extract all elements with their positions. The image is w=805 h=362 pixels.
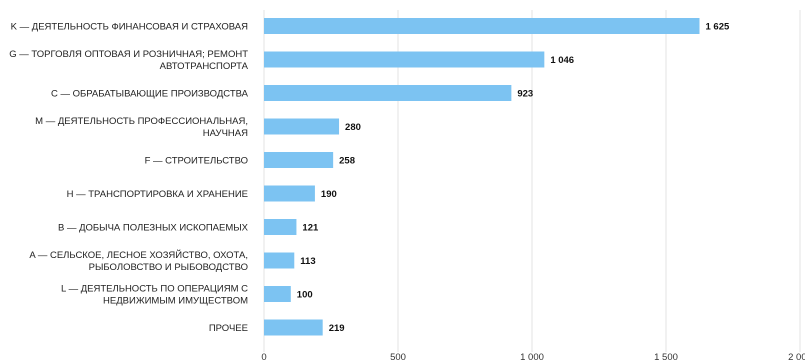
data-label: 100 bbox=[297, 290, 313, 301]
bar bbox=[264, 252, 295, 269]
x-tick-label: 1 000 bbox=[520, 352, 544, 362]
category-label: H — ТРАНСПОРТИРОВКА И ХРАНЕНИЕ bbox=[67, 189, 248, 200]
data-label: 1 046 bbox=[550, 55, 574, 66]
category-label-line: K — ДЕЯТЕЛЬНОСТЬ ФИНАНСОВАЯ И СТРАХОВАЯ bbox=[11, 22, 248, 33]
category-label-line: F — СТРОИТЕЛЬСТВО bbox=[145, 156, 248, 167]
data-label: 923 bbox=[517, 89, 533, 100]
bar bbox=[264, 85, 512, 101]
x-tick-label: 1 500 bbox=[654, 352, 678, 362]
data-label: 113 bbox=[300, 256, 315, 267]
bar bbox=[264, 219, 297, 235]
x-tick-label: 2 000 bbox=[788, 352, 805, 362]
value-labels: 1 625 1 046 923 280 258 190 121 113 100 219 bbox=[297, 22, 730, 335]
data-label: 121 bbox=[302, 223, 319, 234]
category-label-line: M — ДЕЯТЕЛЬНОСТЬ ПРОФЕССИОНАЛЬНАЯ, bbox=[35, 116, 248, 127]
bar bbox=[264, 51, 545, 68]
data-label: 258 bbox=[339, 156, 355, 167]
data-label: 280 bbox=[345, 122, 361, 133]
bar bbox=[264, 185, 315, 202]
category-labels: K — ДЕЯТЕЛЬНОСТЬ ФИНАНСОВАЯ И СТРАХОВАЯ G… bbox=[9, 22, 248, 335]
category-label: C — ОБРАБАТЫВАЮЩИЕ ПРОИЗВОДСТВА bbox=[51, 89, 249, 100]
category-label: F — СТРОИТЕЛЬСТВО bbox=[145, 156, 248, 167]
data-label: 1 625 bbox=[706, 22, 730, 33]
category-label-line: G — ТОРГОВЛЯ ОПТОВАЯ И РОЗНИЧНАЯ; РЕМОНТ bbox=[9, 49, 248, 60]
data-label: 219 bbox=[329, 323, 345, 334]
bar bbox=[264, 319, 323, 336]
category-label-line: АВТОТРАНСПОРТА bbox=[160, 61, 249, 72]
category-label-line: H — ТРАНСПОРТИРОВКА И ХРАНЕНИЕ bbox=[67, 189, 248, 200]
data-label: 190 bbox=[321, 189, 337, 200]
bar bbox=[264, 286, 291, 302]
bar bbox=[264, 118, 340, 135]
x-tick-label: 0 bbox=[261, 352, 266, 362]
category-label-line: A — СЕЛЬСКОЕ, ЛЕСНОЕ ХОЗЯЙСТВО, ОХОТА, bbox=[29, 249, 248, 261]
x-axis-ticks: 0 500 1 000 1 500 2 000 bbox=[261, 352, 805, 362]
x-tick-label: 500 bbox=[390, 352, 406, 362]
category-label: M — ДЕЯТЕЛЬНОСТЬ ПРОФЕССИОНАЛЬНАЯ, НАУЧНА… bbox=[35, 116, 248, 139]
category-label-line: НАУЧНАЯ bbox=[203, 128, 248, 139]
category-label: A — СЕЛЬСКОЕ, ЛЕСНОЕ ХОЗЯЙСТВО, ОХОТА, РЫ… bbox=[29, 249, 248, 273]
bar bbox=[264, 18, 700, 34]
category-label-line: L — ДЕЯТЕЛЬНОСТЬ ПО ОПЕРАЦИЯМ С bbox=[61, 284, 248, 295]
bar bbox=[264, 152, 334, 168]
category-label: ПРОЧЕЕ bbox=[209, 323, 248, 334]
category-label-line: НЕДВИЖИМЫМ ИМУЩЕСТВОМ bbox=[103, 296, 248, 307]
category-label: B — ДОБЫЧА ПОЛЕЗНЫХ ИСКОПАЕМЫХ bbox=[58, 223, 249, 234]
category-label: K — ДЕЯТЕЛЬНОСТЬ ФИНАНСОВАЯ И СТРАХОВАЯ bbox=[11, 22, 248, 33]
category-label-line: C — ОБРАБАТЫВАЮЩИЕ ПРОИЗВОДСТВА bbox=[51, 89, 249, 100]
category-label-line: ПРОЧЕЕ bbox=[209, 323, 248, 334]
category-label: L — ДЕЯТЕЛЬНОСТЬ ПО ОПЕРАЦИЯМ С НЕДВИЖИМЫ… bbox=[61, 284, 248, 307]
category-label-line: РЫБОЛОВСТВО И РЫБОВОДСТВО bbox=[89, 262, 248, 273]
category-label: G — ТОРГОВЛЯ ОПТОВАЯ И РОЗНИЧНАЯ; РЕМОНТ… bbox=[9, 49, 248, 72]
category-label-line: B — ДОБЫЧА ПОЛЕЗНЫХ ИСКОПАЕМЫХ bbox=[58, 223, 249, 234]
bars bbox=[264, 18, 700, 336]
